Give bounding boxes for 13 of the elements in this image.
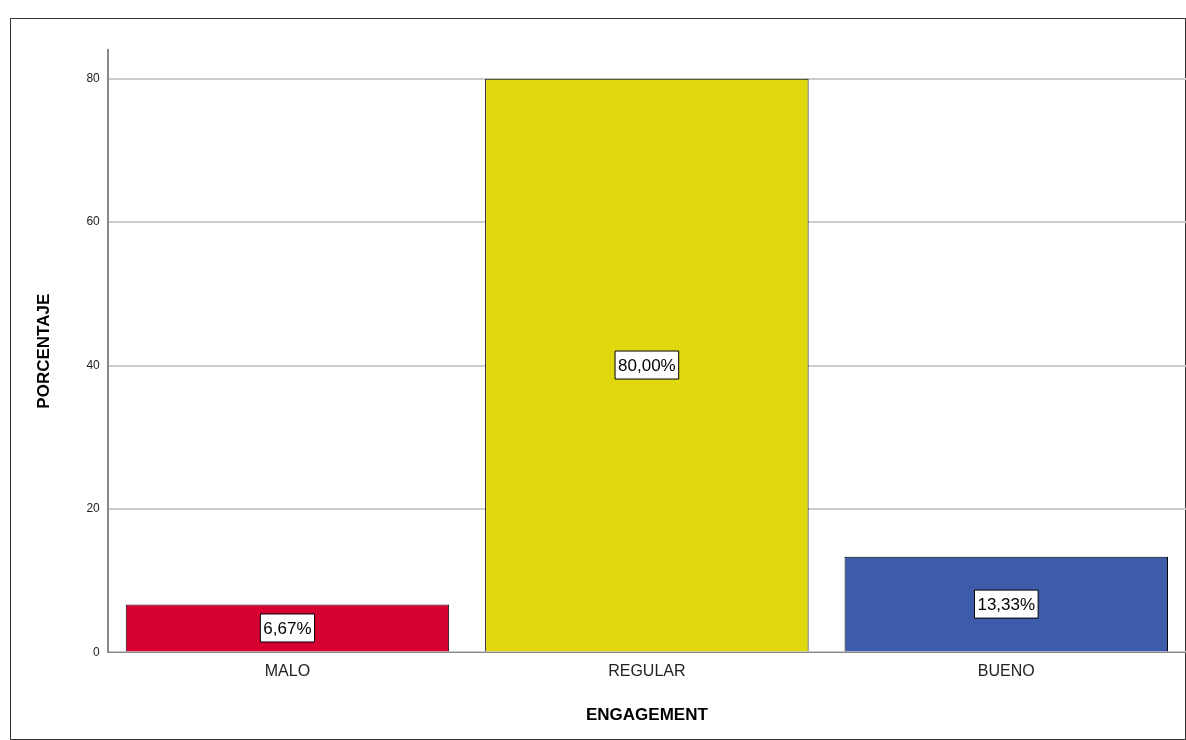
- x-tick-label: REGULAR: [608, 662, 686, 680]
- y-tick-label: 80: [86, 71, 101, 85]
- data-label: 13,33%: [977, 594, 1036, 614]
- x-tick-label: MALO: [264, 662, 311, 680]
- data-label: 6,67%: [263, 618, 312, 638]
- x-tick-label: BUENO: [977, 662, 1035, 680]
- y-tick-label: 0: [93, 644, 101, 659]
- y-axis-title: PORCENTAJE: [33, 293, 53, 409]
- y-tick-label: 40: [86, 357, 101, 372]
- y-tick-label: 60: [86, 214, 101, 229]
- y-tick-label: 20: [86, 501, 101, 516]
- data-label: 80,00%: [618, 355, 676, 375]
- x-axis-title: ENGAGEMENT: [585, 705, 709, 725]
